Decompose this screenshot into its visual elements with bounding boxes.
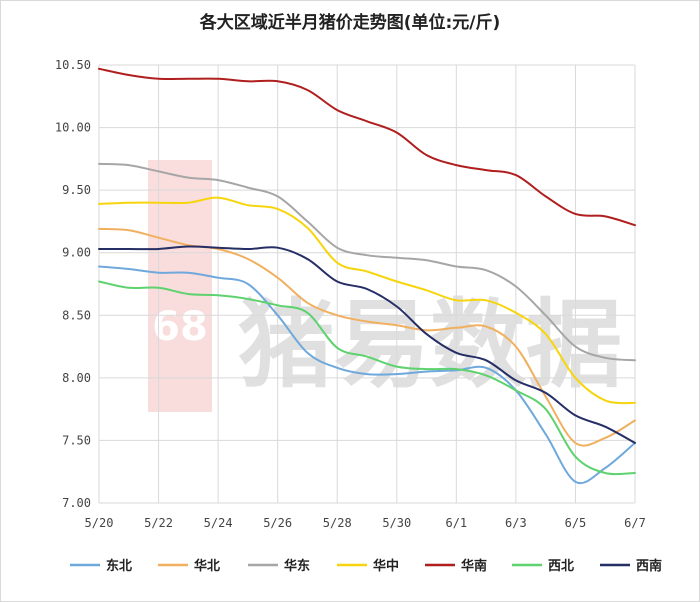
legend-label: 西北 — [548, 559, 574, 574]
x-tick-label: 5/28 — [323, 516, 352, 530]
legend-label: 华北 — [194, 558, 220, 574]
series-line-0 — [98, 265, 636, 485]
legend-item: 华中 — [337, 558, 399, 574]
watermark-text: 猪易数据 — [238, 289, 622, 401]
x-tick-label: 5/30 — [382, 516, 411, 530]
legend-item: 华东 — [248, 558, 310, 574]
x-tick-label: 6/7 — [624, 516, 646, 530]
y-tick-label: 8.50 — [62, 308, 91, 322]
x-tick-label: 6/1 — [445, 516, 467, 530]
legend-item: 西北 — [512, 559, 574, 574]
watermark-logo-number: 68 — [152, 304, 208, 350]
legend-label: 东北 — [106, 558, 132, 574]
grid — [98, 64, 636, 504]
x-tick-label: 5/24 — [204, 516, 233, 530]
y-axis: 7.00 7.50 8.00 8.50 9.00 9.50 10.00 10.50 — [55, 58, 91, 510]
y-tick-label: 10.00 — [55, 121, 91, 135]
x-tick-label: 6/3 — [505, 516, 527, 530]
series-lines — [98, 67, 636, 485]
y-tick-label: 7.00 — [62, 496, 91, 510]
x-tick-label: 5/26 — [263, 516, 292, 530]
y-tick-label: 9.50 — [62, 183, 91, 197]
legend-item: 东北 — [70, 558, 132, 574]
legend: 东北 华北 华东 华中 华南 西北 西南 — [70, 558, 662, 574]
legend-label: 华中 — [373, 558, 399, 574]
legend-label: 华东 — [284, 558, 310, 574]
x-tick-label: 6/5 — [565, 516, 587, 530]
series-line-3 — [98, 196, 636, 405]
series-line-1 — [98, 227, 636, 447]
legend-item: 华南 — [425, 558, 487, 574]
y-tick-label: 7.50 — [62, 433, 91, 447]
legend-item: 西南 — [600, 558, 662, 574]
y-tick-label: 10.50 — [55, 58, 91, 72]
series-line-6 — [98, 245, 636, 444]
legend-label: 华南 — [461, 558, 487, 574]
x-tick-label: 5/22 — [144, 516, 173, 530]
watermark-logo-box — [148, 160, 212, 412]
legend-label: 西南 — [636, 558, 662, 574]
x-tick-label: 5/20 — [85, 516, 114, 530]
y-tick-label: 9.00 — [62, 246, 91, 260]
x-axis: 5/20 5/22 5/24 5/26 5/28 5/30 6/1 6/3 6/5 6/7 — [85, 516, 646, 530]
watermark: 68 猪易数据 — [148, 160, 622, 412]
series-line-5 — [98, 280, 636, 476]
series-line-2 — [98, 162, 636, 362]
legend-item: 华北 — [158, 558, 220, 574]
chart-title: 各大区域近半月猪价走势图(单位:元/斤) — [199, 13, 501, 33]
series-line-4 — [98, 67, 636, 227]
y-tick-label: 8.00 — [62, 371, 91, 385]
